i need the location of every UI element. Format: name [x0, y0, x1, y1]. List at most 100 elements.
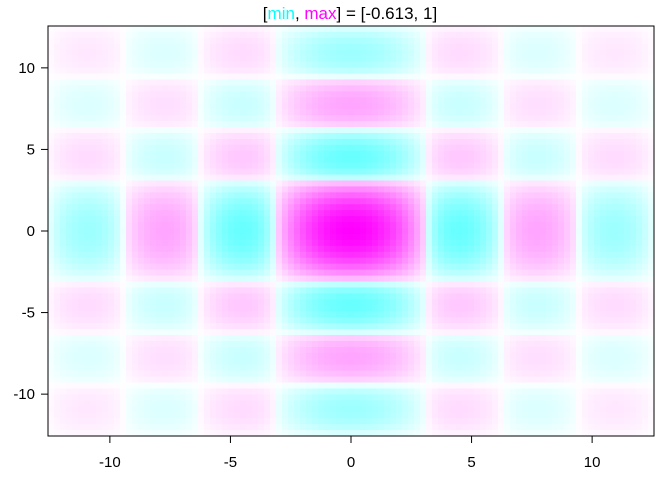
heatmap-cell	[252, 263, 259, 271]
heatmap-cell	[426, 186, 433, 193]
heatmap-cell	[618, 103, 625, 110]
heatmap-cell	[384, 275, 391, 283]
heatmap-cell	[408, 311, 415, 318]
heatmap-cell	[300, 162, 307, 170]
heatmap-cell	[480, 73, 487, 81]
heatmap-cell	[444, 180, 451, 188]
heatmap-cell	[336, 287, 343, 294]
heatmap-cell	[102, 293, 109, 300]
heatmap-cell	[258, 26, 265, 33]
heatmap-cell	[486, 49, 493, 57]
heatmap-cell	[54, 305, 61, 312]
heatmap-cell	[546, 109, 553, 116]
heatmap-cell	[204, 257, 211, 265]
heatmap-cell	[198, 73, 205, 81]
heatmap-cell	[72, 31, 79, 39]
heatmap-cell	[546, 251, 553, 259]
heatmap-cell	[90, 49, 97, 57]
heatmap-cell	[204, 144, 211, 152]
heatmap-cell	[186, 73, 193, 81]
heatmap-cell	[408, 55, 415, 63]
heatmap-cell	[432, 26, 439, 33]
heatmap-cell	[288, 144, 295, 152]
heatmap-cell	[318, 299, 325, 306]
heatmap-cell	[120, 162, 127, 170]
heatmap-cell	[636, 251, 643, 259]
heatmap-cell	[246, 55, 253, 63]
heatmap-cell	[144, 168, 151, 176]
heatmap-cell	[252, 305, 259, 312]
heatmap-cell	[648, 156, 654, 164]
heatmap-cell	[432, 91, 439, 98]
heatmap-cell	[282, 121, 289, 128]
heatmap-cell	[468, 127, 475, 134]
heatmap-cell	[294, 293, 301, 300]
heatmap-cell	[252, 103, 259, 110]
heatmap-cell	[594, 67, 601, 75]
heatmap-cell	[126, 299, 133, 306]
heatmap-cell	[354, 311, 361, 318]
heatmap-cell	[192, 257, 199, 265]
heatmap-cell	[318, 115, 325, 122]
heatmap-cell	[288, 43, 295, 51]
heatmap-cell	[54, 103, 61, 110]
heatmap-cell	[108, 180, 115, 188]
heatmap-cell	[246, 121, 253, 128]
heatmap-cell	[126, 49, 133, 57]
heatmap-cell	[384, 31, 391, 39]
heatmap-cell	[354, 31, 361, 39]
heatmap-cell	[552, 216, 559, 223]
heatmap-cell	[108, 257, 115, 265]
heatmap-cell	[612, 91, 619, 98]
heatmap-cell	[630, 85, 637, 92]
heatmap-cell	[222, 233, 229, 241]
heatmap-cell	[264, 204, 271, 211]
heatmap-cell	[510, 127, 517, 134]
heatmap-cell	[228, 132, 235, 140]
heatmap-cell	[642, 61, 649, 69]
heatmap-cell	[228, 228, 235, 235]
heatmap-cell	[588, 61, 595, 69]
heatmap-cell	[180, 168, 187, 176]
heatmap-cell	[420, 55, 427, 63]
heatmap-cell	[576, 216, 583, 223]
heatmap-cell	[60, 251, 67, 259]
heatmap-cell	[432, 127, 439, 134]
heatmap-cell	[138, 138, 145, 146]
heatmap-cell	[54, 67, 61, 75]
heatmap-cell	[48, 228, 55, 235]
heatmap-cell	[126, 174, 133, 182]
heatmap-cell	[522, 311, 529, 318]
heatmap-cell	[426, 138, 433, 146]
heatmap-cell	[174, 305, 181, 312]
heatmap-cell	[642, 269, 649, 277]
heatmap-cell	[366, 204, 373, 211]
heatmap-cell	[540, 222, 547, 229]
heatmap-cell	[336, 204, 343, 211]
heatmap-cell	[174, 26, 181, 33]
heatmap-cell	[414, 121, 421, 128]
heatmap-cell	[348, 275, 355, 283]
heatmap-cell	[594, 216, 601, 223]
heatmap-cell	[228, 168, 235, 176]
heatmap-cell	[252, 49, 259, 57]
heatmap-cell	[540, 31, 547, 39]
heatmap-cell	[90, 210, 97, 217]
heatmap-cell	[444, 257, 451, 265]
heatmap-cell	[300, 91, 307, 98]
heatmap-cell	[90, 287, 97, 294]
heatmap-cell	[54, 281, 61, 289]
heatmap-cell	[252, 79, 259, 87]
heatmap-cell	[630, 251, 637, 259]
heatmap-cell	[96, 109, 103, 116]
heatmap-cell	[150, 293, 157, 300]
heatmap-cell	[372, 103, 379, 110]
heatmap-cell	[210, 269, 217, 277]
heatmap-cell	[288, 210, 295, 217]
heatmap-cell	[606, 228, 613, 235]
heatmap-cell	[630, 109, 637, 116]
heatmap-cell	[300, 269, 307, 277]
heatmap-cell	[258, 103, 265, 110]
heatmap-cell	[450, 162, 457, 170]
heatmap-cell	[600, 162, 607, 170]
